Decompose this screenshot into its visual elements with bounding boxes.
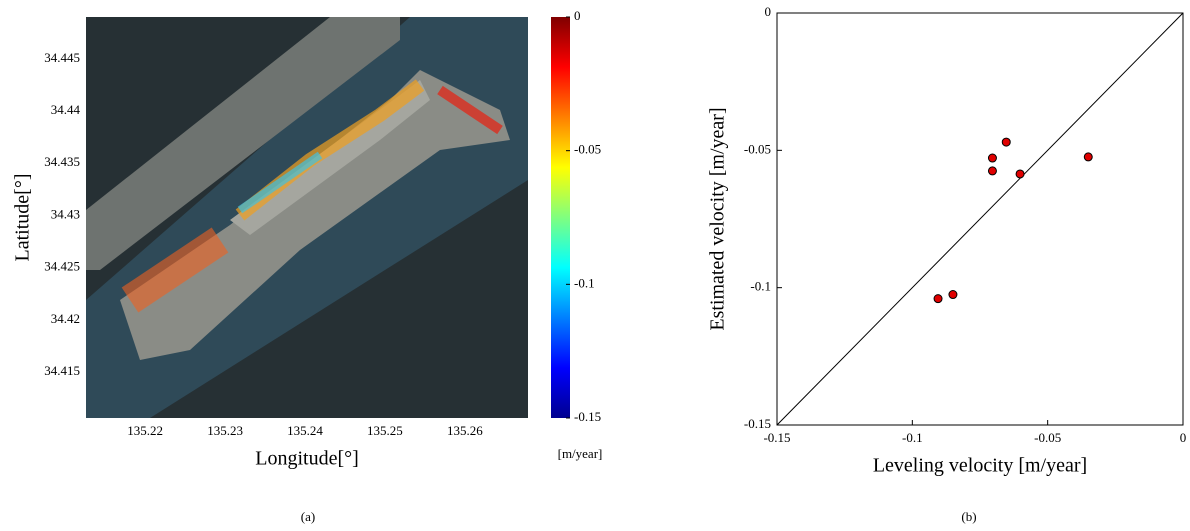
point — [934, 295, 942, 303]
y-tick-label: -0.1 — [750, 279, 771, 294]
colorbar — [551, 17, 570, 418]
y-axis-label: Latitude[°] — [12, 174, 34, 262]
point — [1016, 170, 1024, 178]
colorbar-tick-label: -0.05 — [574, 142, 601, 157]
x-tick-label: 135.24 — [287, 423, 323, 438]
x-tick-label: -0.1 — [902, 430, 923, 445]
point — [1084, 153, 1092, 161]
y-tick-label: 34.44 — [51, 102, 81, 117]
colorbar-label: [m/year] — [558, 446, 603, 461]
x-tick-label: 135.23 — [207, 423, 243, 438]
colorbar-tick-label: -0.1 — [574, 275, 595, 290]
point — [1002, 138, 1010, 146]
y-tick-label: 34.415 — [44, 363, 80, 378]
point — [988, 154, 996, 162]
reference-line — [777, 13, 1183, 425]
caption: (b) — [961, 509, 976, 524]
figure: 135.22 135.23 135.24 135.25 135.26 34.415 34.4… — [0, 0, 1190, 531]
y-tick-label: 34.43 — [51, 206, 80, 221]
map-image — [86, 17, 528, 418]
x-tick-label: 135.22 — [127, 423, 163, 438]
y-tick-label: 34.435 — [44, 154, 80, 169]
y-tick-label: -0.05 — [744, 141, 771, 156]
y-axis-label: Estimated velocity [m/year] — [707, 107, 729, 330]
colorbar-tick-label: 0 — [574, 8, 581, 23]
y-tick-label: -0.15 — [744, 416, 771, 431]
y-tick-label: 34.425 — [44, 259, 80, 274]
point — [988, 167, 996, 175]
x-tick-label: 135.26 — [447, 423, 483, 438]
y-tick-label: 0 — [765, 4, 772, 19]
y-tick-label: 34.42 — [51, 311, 80, 326]
y-tick-label: 34.445 — [44, 50, 80, 65]
x-tick-label: -0.05 — [1034, 430, 1061, 445]
x-axis-label: Longitude[°] — [255, 448, 359, 470]
x-tick-label: -0.15 — [763, 430, 790, 445]
x-axis-label: Leveling velocity [m/year] — [873, 455, 1087, 477]
point — [949, 291, 957, 299]
x-tick-label: 135.25 — [367, 423, 403, 438]
caption: (a) — [301, 509, 315, 524]
colorbar-tick-label: -0.15 — [574, 409, 601, 424]
x-tick-label: 0 — [1180, 430, 1187, 445]
